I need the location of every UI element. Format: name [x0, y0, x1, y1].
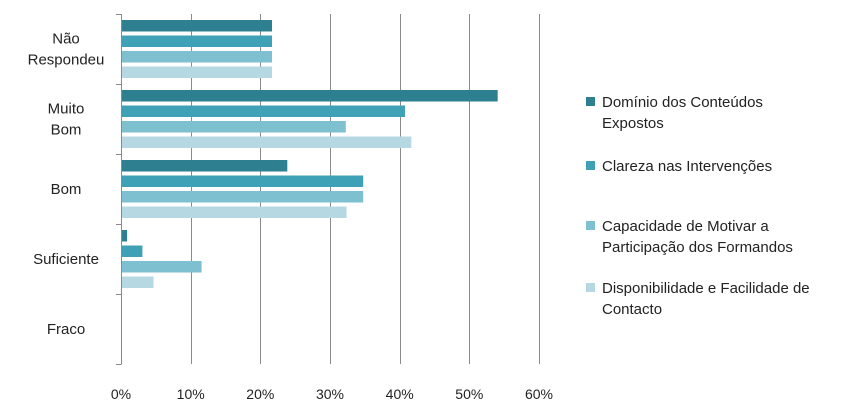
category-label: Suficiente: [33, 251, 99, 268]
bar: [121, 90, 498, 102]
legend-label: Clareza nas Intervenções: [602, 158, 773, 175]
category-label: Respondeu: [28, 52, 105, 69]
legend-label: Capacidade de Motivar a Participação dos …: [602, 218, 793, 256]
x-tick-labels: 0% 10% 20% 30% 40% 50% 60%: [111, 386, 553, 402]
category-label: Bom: [51, 181, 82, 198]
bar: [121, 230, 128, 242]
category-labels: Não Respondeu Muito Bom Bom Suficiente Fraco: [28, 31, 105, 339]
x-tick-label: 20%: [246, 386, 274, 402]
legend-item: Disponibilidade e Facilidade de Contacto: [586, 278, 854, 320]
x-tick-label: 10%: [177, 386, 205, 402]
x-tick-label: 60%: [525, 386, 553, 402]
bar: [121, 276, 154, 288]
bar: [121, 136, 412, 148]
x-tick-label: 0%: [111, 386, 131, 402]
legend-label: Disponibilidade e Facilidade de Contacto: [602, 280, 810, 318]
legend-item: Clareza nas Intervenções: [586, 156, 854, 177]
bar: [121, 20, 272, 32]
bar: [121, 245, 143, 257]
legend-swatch: [586, 161, 595, 170]
bar: [121, 191, 364, 203]
bar: [121, 261, 202, 273]
bar: [121, 160, 288, 172]
bar: [121, 175, 364, 187]
category-label: Bom: [51, 122, 82, 139]
legend-swatch: [586, 283, 595, 292]
bar: [121, 66, 272, 78]
bars: [121, 20, 498, 288]
bar: [121, 121, 346, 133]
bar: [121, 35, 272, 47]
legend-item: Domínio dos Conteúdos Expostos: [586, 92, 854, 134]
bar: [121, 105, 405, 117]
category-label: Não: [52, 31, 80, 48]
x-tick-label: 30%: [316, 386, 344, 402]
bar: [121, 51, 272, 63]
legend-swatch: [586, 221, 595, 230]
category-label: Fraco: [47, 321, 85, 338]
category-label: Muito: [48, 101, 85, 118]
bar: [121, 206, 347, 218]
legend-item: Capacidade de Motivar a Participação dos …: [586, 216, 854, 258]
legend-swatch: [586, 97, 595, 106]
x-tick-label: 50%: [455, 386, 483, 402]
legend-label: Domínio dos Conteúdos Expostos: [602, 94, 763, 132]
x-tick-label: 40%: [386, 386, 414, 402]
axis: [116, 14, 122, 365]
